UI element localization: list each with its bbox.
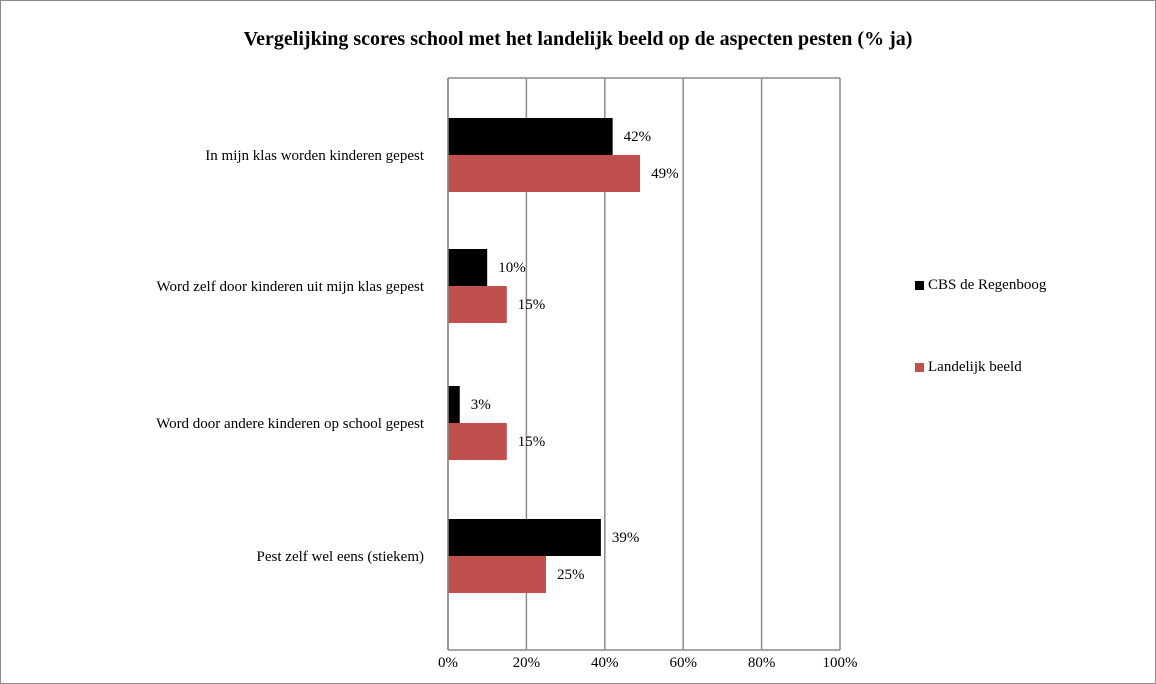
bar xyxy=(448,519,601,556)
x-tick-label: 0% xyxy=(438,655,458,671)
data-label: 15% xyxy=(518,297,546,313)
x-tick-label: 20% xyxy=(513,655,541,671)
bar xyxy=(448,286,507,323)
bar xyxy=(448,423,507,460)
bar xyxy=(448,249,488,286)
x-tick-label: 80% xyxy=(748,655,776,671)
bar xyxy=(448,118,613,155)
chart-title: Vergelijking scores school met het lande… xyxy=(243,28,913,50)
x-tick-label: 100% xyxy=(823,655,858,671)
category-label: Word door andere kinderen op school gepe… xyxy=(156,416,425,432)
data-label: 15% xyxy=(518,434,546,450)
data-label: 42% xyxy=(624,129,652,145)
x-tick-label: 40% xyxy=(591,655,619,671)
bar xyxy=(448,556,546,593)
data-label: 3% xyxy=(471,397,491,413)
bar xyxy=(448,155,641,192)
data-label: 10% xyxy=(498,260,526,276)
data-label: 39% xyxy=(612,530,640,546)
bar xyxy=(448,386,460,423)
data-label: 49% xyxy=(651,166,679,182)
category-label: In mijn klas worden kinderen gepest xyxy=(205,148,425,164)
category-label: Pest zelf wel eens (stiekem) xyxy=(257,549,424,565)
category-label: Word zelf door kinderen uit mijn klas ge… xyxy=(157,279,425,295)
x-tick-label: 60% xyxy=(669,655,697,671)
data-label: 25% xyxy=(557,567,585,583)
